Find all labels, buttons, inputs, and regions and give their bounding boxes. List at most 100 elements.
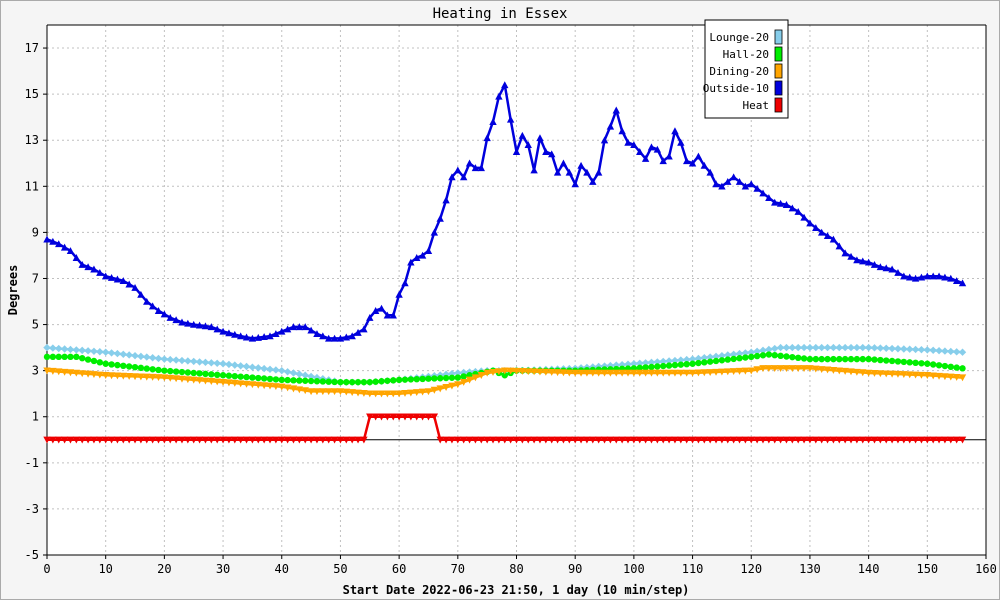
data-point xyxy=(489,368,497,376)
data-point xyxy=(283,384,292,392)
data-point xyxy=(360,325,368,333)
data-point xyxy=(888,344,896,353)
data-point xyxy=(96,371,104,379)
data-point xyxy=(742,354,749,361)
data-point xyxy=(161,367,168,374)
data-point xyxy=(606,436,615,444)
data-point xyxy=(178,318,186,326)
data-point xyxy=(565,168,574,176)
data-point xyxy=(148,373,157,381)
data-point xyxy=(911,274,920,282)
data-point xyxy=(659,357,667,366)
data-point xyxy=(283,325,292,333)
data-point xyxy=(817,366,826,373)
data-point xyxy=(172,436,180,444)
data-point xyxy=(706,369,714,376)
data-point xyxy=(782,201,791,208)
data-point xyxy=(512,436,521,444)
data-point xyxy=(325,334,333,342)
data-point xyxy=(958,348,967,356)
data-point xyxy=(436,214,444,222)
data-point xyxy=(835,242,843,250)
data-point xyxy=(536,368,544,376)
data-point xyxy=(735,367,744,375)
data-point xyxy=(278,436,286,444)
data-point xyxy=(665,369,673,377)
data-point xyxy=(260,333,268,341)
data-point xyxy=(178,356,186,365)
data-point xyxy=(853,355,861,363)
data-point xyxy=(812,224,820,231)
data-point xyxy=(330,436,339,444)
data-point xyxy=(800,343,808,352)
data-point xyxy=(864,436,873,444)
series-outside-10 xyxy=(43,81,967,342)
data-point xyxy=(330,388,339,396)
data-point xyxy=(671,127,679,135)
data-point xyxy=(430,228,439,236)
data-point xyxy=(266,382,274,390)
data-point xyxy=(900,358,908,366)
legend-swatch xyxy=(774,80,783,96)
data-point xyxy=(817,228,826,236)
data-point xyxy=(559,159,568,167)
data-point xyxy=(794,365,802,373)
x-tick-label: 120 xyxy=(740,562,762,576)
data-point xyxy=(636,436,644,444)
data-point xyxy=(289,369,298,377)
data-point xyxy=(96,269,104,276)
data-point xyxy=(847,343,855,352)
x-tick-label: 70 xyxy=(451,562,465,576)
data-point xyxy=(73,353,80,361)
data-point xyxy=(366,378,373,386)
data-point xyxy=(765,365,773,373)
data-point xyxy=(524,436,532,444)
data-point xyxy=(636,359,644,367)
data-point xyxy=(506,115,515,123)
data-point xyxy=(254,381,262,389)
data-point xyxy=(307,436,315,444)
data-point xyxy=(236,380,245,388)
data-point xyxy=(483,134,491,142)
data-point xyxy=(929,346,937,354)
data-point xyxy=(958,374,967,382)
data-point xyxy=(700,354,708,362)
data-point xyxy=(101,436,110,444)
data-point xyxy=(624,138,632,146)
data-point xyxy=(941,436,949,444)
data-point xyxy=(712,368,720,376)
data-point xyxy=(471,436,480,444)
data-point xyxy=(113,372,122,380)
data-point xyxy=(107,274,116,281)
data-point xyxy=(284,376,291,384)
data-point xyxy=(201,358,210,367)
data-point xyxy=(477,436,485,444)
data-point xyxy=(384,377,391,384)
data-point xyxy=(618,360,626,369)
data-point xyxy=(424,247,433,255)
data-point xyxy=(336,436,345,444)
data-point xyxy=(154,374,163,382)
data-point xyxy=(137,436,145,444)
data-point xyxy=(266,375,274,383)
data-point xyxy=(278,383,286,391)
data-point xyxy=(677,356,685,364)
data-point xyxy=(360,390,368,397)
data-point xyxy=(448,436,456,444)
data-point xyxy=(413,413,421,421)
data-point xyxy=(859,257,867,265)
data-point xyxy=(688,355,697,363)
data-point xyxy=(49,353,57,361)
data-point xyxy=(166,374,174,382)
data-point xyxy=(665,362,673,369)
data-point xyxy=(354,328,362,336)
data-point xyxy=(236,362,245,370)
data-point xyxy=(395,376,403,384)
data-point xyxy=(817,436,826,444)
data-point xyxy=(190,320,198,328)
data-point xyxy=(847,252,855,260)
data-point xyxy=(101,348,110,356)
data-point xyxy=(66,345,75,354)
x-tick-label: 50 xyxy=(333,562,347,576)
data-point xyxy=(160,374,169,382)
